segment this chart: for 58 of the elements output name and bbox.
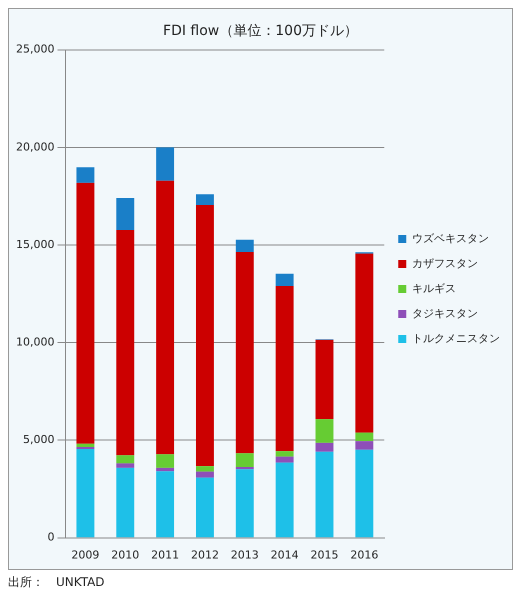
bar — [236, 469, 254, 538]
bar — [196, 194, 214, 205]
text: 出所： UNKTAD — [8, 574, 106, 591]
bar — [76, 448, 94, 538]
bar — [196, 466, 214, 472]
bar — [276, 456, 294, 463]
bar — [116, 198, 134, 230]
bar — [236, 240, 254, 252]
bar — [276, 274, 294, 286]
chart-title: FDI flow（単位：100万ドル） — [163, 23, 358, 40]
bar — [316, 442, 334, 452]
bar — [276, 462, 294, 538]
bar — [76, 167, 94, 183]
legend-label: キルギス — [412, 282, 456, 295]
bar — [355, 441, 374, 450]
legend-label: ウズベキスタン — [412, 232, 489, 245]
bar — [156, 180, 174, 454]
bar — [276, 451, 294, 457]
bar — [156, 147, 174, 181]
bar — [116, 468, 134, 538]
bar — [116, 463, 134, 468]
x-tick-label: 2010 — [111, 548, 140, 562]
legend-label: トルクメニスタン — [412, 332, 500, 345]
x-tick-label: 2011 — [151, 548, 180, 562]
bar — [196, 472, 214, 478]
bar — [156, 454, 174, 468]
x-tick-label: 2016 — [350, 548, 378, 562]
bar — [196, 478, 214, 538]
bar — [355, 450, 374, 538]
y-tick-label: 20,000 — [16, 140, 54, 154]
bar — [316, 419, 334, 443]
bar — [76, 182, 94, 444]
bar — [156, 468, 174, 472]
bar — [76, 444, 94, 448]
bar — [316, 340, 334, 420]
bar — [116, 230, 134, 456]
legend-label: カザフスタン — [412, 256, 478, 270]
x-tick-label: 2015 — [310, 548, 338, 562]
bar — [156, 471, 174, 538]
bar — [116, 455, 134, 464]
bar — [316, 452, 334, 538]
y-tick-label: 10,000 — [16, 335, 54, 348]
bar — [236, 453, 254, 467]
bar — [355, 254, 374, 433]
bar — [236, 252, 254, 454]
legend-label: タジキスタン — [412, 306, 478, 320]
y-tick-label: 0 — [47, 530, 54, 544]
x-tick-label: 2013 — [230, 548, 259, 562]
y-tick-label: 15,000 — [16, 238, 54, 251]
x-tick-label: 2014 — [270, 548, 299, 562]
bar — [355, 432, 374, 442]
y-tick-label: 25,000 — [16, 42, 54, 56]
bar — [236, 466, 254, 470]
y-tick-label: 5,000 — [22, 433, 54, 446]
bar — [276, 286, 294, 452]
x-tick-label: 2012 — [190, 548, 219, 562]
x-tick-label: 2009 — [71, 548, 100, 562]
bar — [196, 204, 214, 466]
